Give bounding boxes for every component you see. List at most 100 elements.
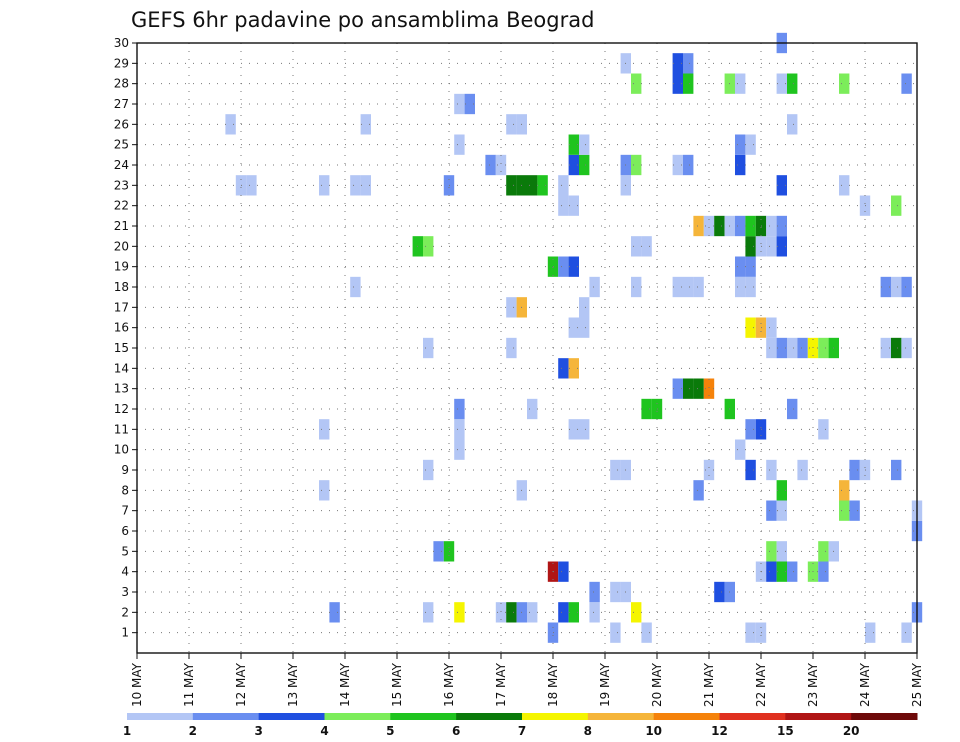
- precip-cell: [454, 134, 465, 155]
- precip-cell: [818, 419, 829, 440]
- precip-cell: [735, 154, 746, 176]
- legend-swatch: [456, 713, 523, 720]
- precip-cell: [558, 602, 569, 623]
- y-tick-label: 16: [114, 321, 129, 335]
- precip-cell: [849, 459, 860, 481]
- precip-cell: [745, 622, 756, 643]
- precip-cell: [319, 175, 330, 196]
- precip-cell: [631, 154, 642, 176]
- precip-cell: [901, 622, 912, 643]
- precip-cell: [745, 256, 756, 277]
- y-tick-label: 29: [114, 56, 129, 70]
- y-tick-label: 21: [114, 219, 129, 233]
- precip-cell: [839, 480, 850, 501]
- precip-cell: [766, 541, 777, 562]
- y-tick-label: 30: [114, 36, 129, 50]
- precip-cell: [579, 317, 590, 338]
- y-tick-label: 25: [114, 138, 129, 152]
- precip-cell: [464, 93, 475, 115]
- legend-swatch: [390, 713, 457, 720]
- precip-cell: [579, 297, 590, 318]
- precip-cell: [891, 459, 902, 481]
- precip-cell: [589, 602, 600, 623]
- precip-cell: [891, 276, 902, 298]
- precip-cell: [766, 500, 777, 521]
- precip-cell: [703, 215, 715, 237]
- y-tick-label: 24: [114, 158, 129, 172]
- precip-cell: [745, 276, 756, 298]
- precip-cell: [672, 73, 683, 94]
- precip-cell: [787, 398, 798, 420]
- y-tick-label: 27: [114, 97, 129, 111]
- precip-cell: [901, 276, 912, 298]
- precip-cell: [735, 276, 746, 298]
- y-tick-label: 1: [121, 626, 129, 640]
- precip-cell: [880, 276, 891, 298]
- precip-cell: [683, 154, 694, 176]
- precip-cell: [506, 114, 517, 135]
- precip-cell: [901, 73, 912, 94]
- precip-cell: [703, 459, 715, 481]
- precip-cell: [319, 419, 330, 440]
- precip-cell: [225, 114, 236, 135]
- precip-cell: [568, 256, 579, 277]
- precip-cell: [454, 602, 465, 623]
- precip-cell: [839, 500, 850, 521]
- y-tick-label: 7: [121, 504, 129, 518]
- precip-cell: [495, 602, 507, 623]
- precip-cell: [558, 256, 569, 277]
- precip-cell: [776, 175, 787, 196]
- precip-cell: [454, 439, 465, 460]
- legend-label: 5: [386, 724, 394, 738]
- chart-title: GEFS 6hr padavine po ansamblima Beograd: [131, 8, 594, 32]
- precip-cell: [506, 337, 517, 359]
- precip-cell: [423, 459, 434, 481]
- precip-cell: [568, 419, 579, 440]
- precip-cell: [631, 236, 642, 257]
- precip-cell: [589, 276, 600, 298]
- precip-cell: [558, 561, 569, 582]
- precip-cell: [693, 276, 704, 298]
- y-tick-label: 18: [114, 280, 129, 294]
- precip-cell: [703, 378, 715, 399]
- precip-cell: [766, 215, 777, 237]
- x-tick-label: 10 MAY: [130, 662, 144, 707]
- precip-cell: [683, 53, 694, 74]
- precip-cell: [839, 73, 850, 94]
- legend-label: 20: [843, 724, 860, 738]
- x-tick-label: 14 MAY: [338, 662, 352, 707]
- precip-cell: [891, 337, 902, 359]
- precip-cell: [329, 602, 340, 623]
- precip-cell: [901, 337, 912, 359]
- precip-cell: [423, 602, 434, 623]
- precip-cell: [735, 256, 746, 277]
- y-tick-label: 10: [114, 443, 129, 457]
- precip-cell: [568, 154, 579, 176]
- x-tick-label: 18 MAY: [546, 662, 560, 707]
- legend-label: 12: [711, 724, 728, 738]
- grid-lines: [137, 43, 917, 653]
- precip-cell: [319, 480, 330, 501]
- precip-cell: [558, 358, 569, 379]
- precip-cell: [485, 154, 496, 176]
- legend-label: 3: [254, 724, 262, 738]
- precip-cell: [745, 419, 756, 440]
- precip-cell: [568, 358, 579, 379]
- precip-cell: [787, 73, 798, 94]
- precip-cell: [672, 276, 683, 298]
- precip-cell: [350, 175, 361, 196]
- precip-cell: [693, 215, 704, 237]
- precip-cell: [527, 602, 538, 623]
- precip-cell: [672, 154, 683, 176]
- y-tick-label: 2: [121, 605, 129, 619]
- precip-cell: [568, 195, 579, 216]
- y-tick-label: 12: [114, 402, 129, 416]
- legend-swatch: [522, 713, 589, 720]
- precip-cell: [454, 419, 465, 440]
- precip-cell: [454, 398, 465, 420]
- precip-cell: [641, 622, 652, 643]
- precip-cell: [506, 602, 517, 623]
- legend-swatch: [258, 713, 325, 720]
- precip-cell: [776, 561, 787, 582]
- y-tick-label: 9: [121, 463, 129, 477]
